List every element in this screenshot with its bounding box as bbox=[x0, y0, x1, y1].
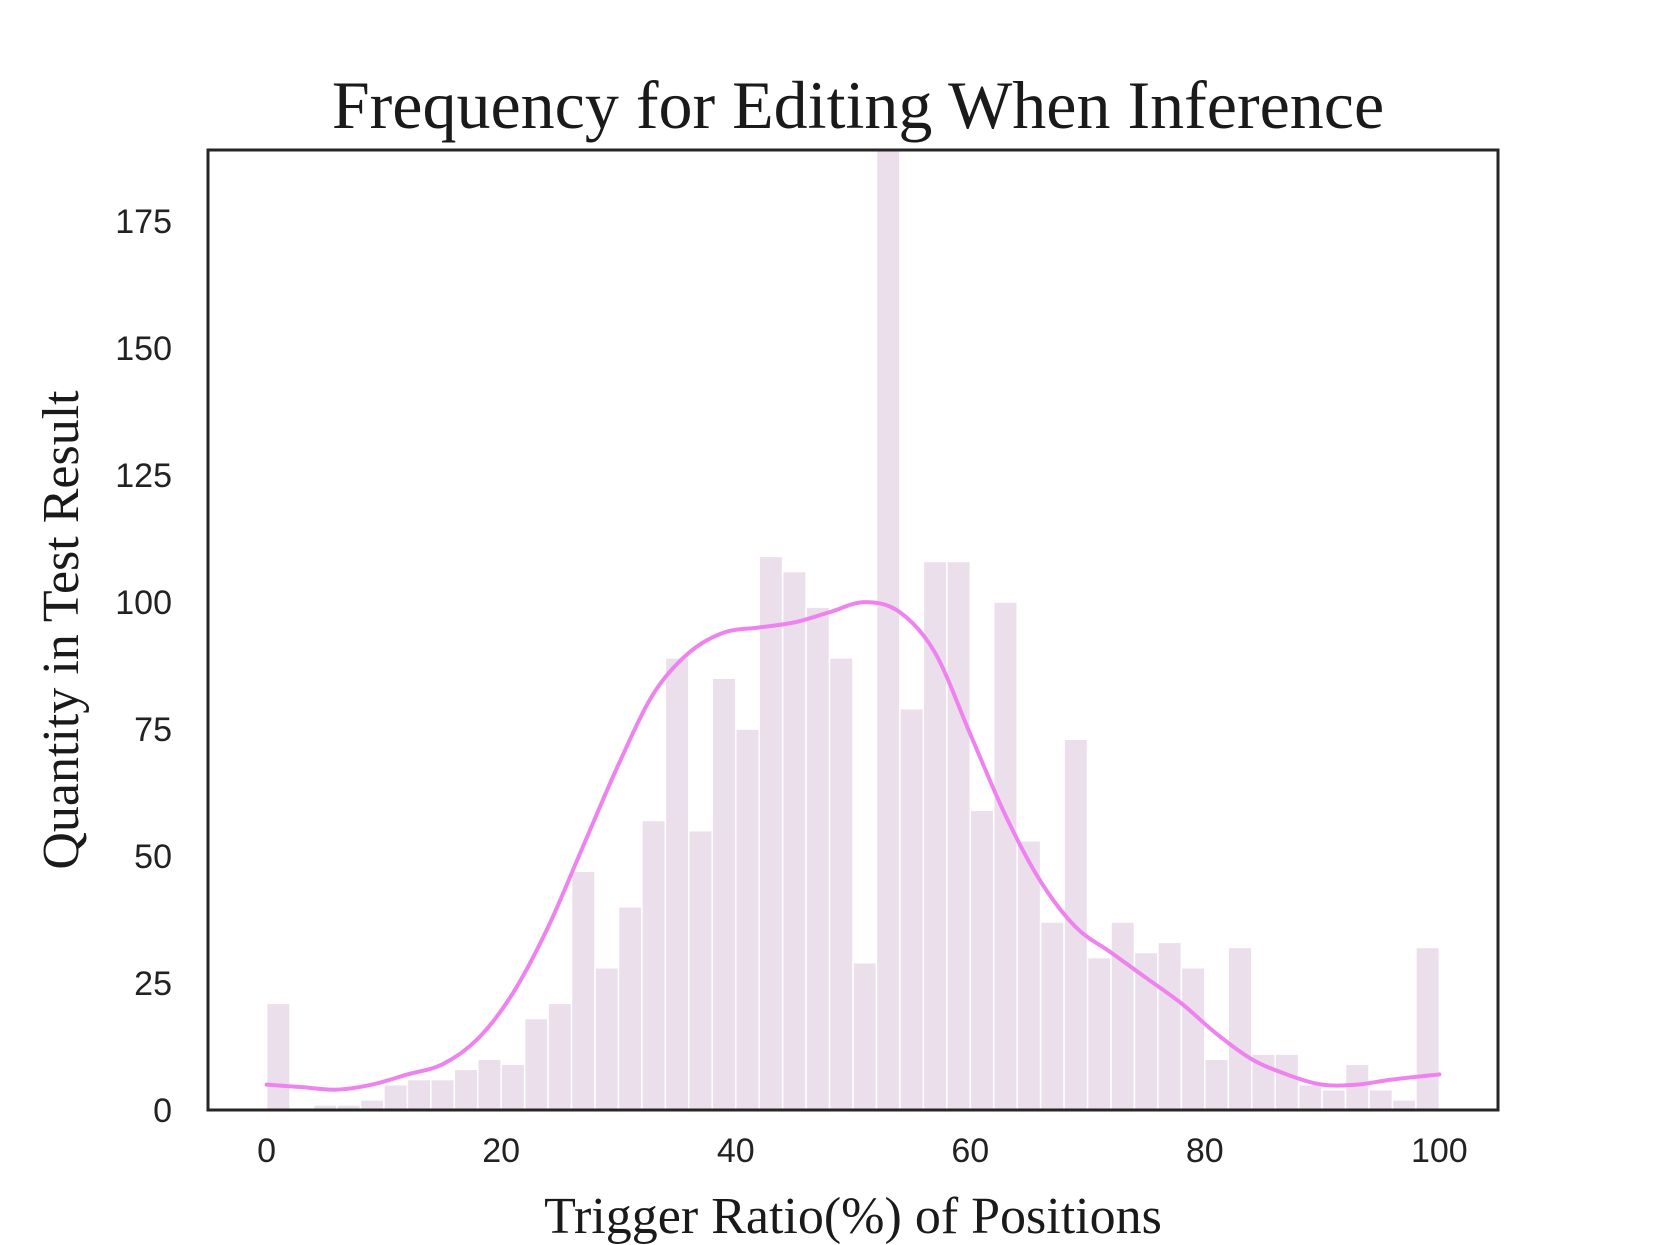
histogram-bar bbox=[946, 560, 972, 1111]
histogram-bar bbox=[1368, 1088, 1394, 1111]
y-tick-label: 100 bbox=[115, 584, 172, 622]
histogram-bar bbox=[1391, 1099, 1417, 1111]
histogram-bar bbox=[1344, 1063, 1370, 1111]
x-tick-label: 100 bbox=[1411, 1132, 1468, 1170]
histogram-bar bbox=[430, 1078, 456, 1111]
kde-line bbox=[264, 600, 1442, 1092]
histogram-bar bbox=[875, 149, 901, 1111]
histogram-bar bbox=[1180, 967, 1206, 1111]
histogram-bar bbox=[734, 728, 760, 1111]
y-tick-label: 75 bbox=[134, 711, 172, 749]
histogram-bar bbox=[617, 906, 643, 1111]
histogram-bar bbox=[758, 555, 784, 1111]
histogram-bar bbox=[453, 1068, 479, 1111]
y-tick-label: 125 bbox=[115, 457, 172, 495]
histogram-bar bbox=[781, 570, 807, 1111]
histogram-bar bbox=[383, 1083, 409, 1111]
histogram-bar bbox=[265, 1002, 291, 1111]
histogram-bar bbox=[664, 657, 690, 1111]
histogram-bar bbox=[406, 1078, 432, 1111]
histogram-bar bbox=[1274, 1053, 1300, 1111]
histogram-bar bbox=[1297, 1083, 1323, 1111]
y-tick-label: 0 bbox=[153, 1092, 172, 1130]
x-tick-label: 0 bbox=[257, 1132, 276, 1170]
histogram-bar bbox=[688, 829, 714, 1111]
histogram-bar bbox=[359, 1099, 385, 1111]
x-axis-label: Trigger Ratio(%) of Positions bbox=[544, 1188, 1162, 1245]
plot-frame bbox=[206, 148, 1500, 1112]
x-tick-label: 20 bbox=[482, 1132, 520, 1170]
y-tick-label: 150 bbox=[115, 330, 172, 368]
histogram-bar bbox=[1321, 1088, 1347, 1111]
y-tick-label: 50 bbox=[134, 838, 172, 876]
y-axis-ticks: 0 25 50 75 100 125 150 175 bbox=[115, 203, 172, 1130]
histogram-bar bbox=[899, 707, 925, 1111]
histogram-bar bbox=[547, 1002, 573, 1111]
histogram-bar bbox=[922, 560, 948, 1111]
histogram-bar bbox=[1039, 921, 1065, 1111]
histogram-bar bbox=[1157, 941, 1183, 1111]
x-tick-label: 60 bbox=[951, 1132, 989, 1170]
histogram-bars bbox=[265, 149, 1441, 1111]
histogram-bar bbox=[1110, 921, 1136, 1111]
histogram-bar bbox=[852, 961, 878, 1111]
histogram-bar bbox=[969, 809, 995, 1111]
histogram-bar bbox=[828, 657, 854, 1111]
histogram-bar bbox=[1204, 1058, 1230, 1111]
histogram-bar bbox=[992, 601, 1018, 1111]
histogram-bar bbox=[711, 677, 737, 1111]
histogram-bar bbox=[641, 819, 667, 1111]
y-tick-label: 175 bbox=[115, 203, 172, 241]
histogram-bar bbox=[476, 1058, 502, 1111]
histogram-bar bbox=[1016, 840, 1042, 1111]
histogram-bar bbox=[805, 606, 831, 1111]
x-tick-label: 80 bbox=[1186, 1132, 1224, 1170]
histogram-bar bbox=[1227, 946, 1253, 1111]
y-axis-label: Quantity in Test Result bbox=[33, 390, 90, 870]
histogram-bar bbox=[570, 870, 596, 1111]
histogram-bar bbox=[500, 1063, 526, 1111]
x-tick-label: 40 bbox=[717, 1132, 755, 1170]
histogram-bar bbox=[594, 967, 620, 1111]
chart-title: Frequency for Editing When Inference bbox=[332, 67, 1384, 143]
x-axis-ticks: 0 20 40 60 80 100 bbox=[257, 1132, 1468, 1170]
histogram-bar bbox=[523, 1017, 549, 1111]
y-tick-label: 25 bbox=[134, 965, 172, 1003]
histogram-bar bbox=[1415, 946, 1441, 1111]
histogram-bar bbox=[1086, 956, 1112, 1111]
